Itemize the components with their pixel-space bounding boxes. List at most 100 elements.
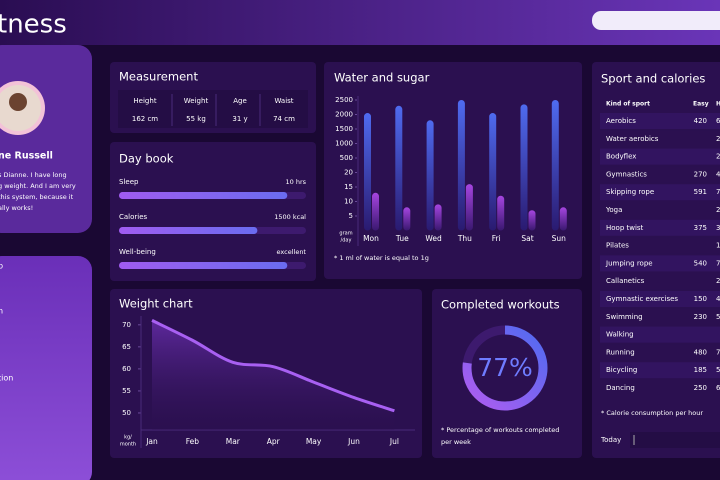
menu-item[interactable]: tion — [0, 374, 13, 383]
water-bar — [489, 113, 497, 231]
measure-value: 74 cm — [273, 115, 295, 123]
water-bar — [395, 105, 403, 231]
table-row[interactable] — [600, 344, 720, 361]
table-cell: 2 — [716, 153, 720, 161]
table-cell: Skipping rope — [606, 188, 654, 196]
x-tick-label: Mon — [363, 234, 379, 243]
measure-value: 55 kg — [186, 115, 206, 123]
menu-panel — [0, 256, 92, 480]
measure-header: Waist — [274, 97, 293, 105]
table-row[interactable] — [600, 291, 720, 307]
panel-title: Sport and calories — [601, 72, 705, 86]
sugar-bar — [465, 184, 473, 231]
y-tick-label: 1000 — [335, 140, 353, 148]
table-row[interactable] — [600, 113, 720, 129]
table-row[interactable] — [600, 273, 720, 290]
y-tick-label: 500 — [340, 154, 353, 162]
measurement-table — [118, 90, 308, 128]
profile-bio: s Dianne. I have long — [0, 171, 67, 179]
axis-label: /day — [341, 238, 352, 244]
item-value: 1500 kcal — [274, 213, 306, 221]
measure-header: Weight — [184, 97, 209, 105]
table-cell: 6 — [716, 117, 720, 125]
x-tick-label: Tue — [395, 234, 409, 243]
table-cell: 480 — [694, 348, 707, 356]
table-cell: 420 — [694, 117, 707, 125]
x-tick-label: Jun — [347, 437, 360, 446]
table-cell: 4 — [716, 295, 720, 303]
progress-bar — [119, 227, 258, 234]
menu-item[interactable]: n — [0, 307, 3, 316]
table-row[interactable] — [600, 166, 720, 183]
table-cell: 6 — [716, 384, 720, 392]
table-cell: Gymnastic exercises — [606, 295, 678, 303]
table-cell: Water aerobics — [606, 135, 659, 143]
table-row[interactable] — [600, 130, 720, 147]
table-row[interactable] — [600, 362, 720, 379]
table-row[interactable] — [600, 380, 720, 396]
x-tick-label: Wed — [425, 234, 442, 243]
panel-title: Water and sugar — [334, 71, 430, 85]
panel-title: Measurement — [119, 70, 198, 84]
axis-label: kg/ — [124, 435, 132, 441]
table-row[interactable] — [600, 148, 720, 165]
table-cell: 7 — [716, 188, 720, 196]
donut-label: 77% — [477, 353, 533, 382]
x-tick-label: Sat — [521, 234, 533, 243]
avatar-face — [9, 93, 27, 111]
table-row[interactable] — [600, 255, 720, 272]
table-cell: Swimming — [606, 313, 643, 321]
y-tick-label: 60 — [122, 365, 131, 373]
table-cell: Pilates — [606, 242, 629, 250]
x-tick-label: Jul — [389, 437, 399, 446]
note: * Calorie consumption per hour — [601, 409, 703, 417]
search-bar[interactable] — [592, 11, 720, 30]
table-cell: 1 — [716, 242, 720, 250]
y-tick-label: 5 — [349, 212, 353, 220]
table-row[interactable] — [600, 202, 720, 218]
table-cell: 270 — [694, 170, 707, 178]
table-row[interactable] — [600, 184, 720, 201]
y-tick-label: 55 — [122, 387, 131, 395]
y-tick-label: 2500 — [335, 96, 353, 104]
item-label: Sleep — [119, 178, 139, 186]
measure-value: 31 y — [232, 115, 247, 123]
table-row[interactable] — [600, 326, 720, 343]
table-row[interactable] — [600, 308, 720, 325]
weight-area — [152, 320, 395, 430]
table-cell: Bicycling — [606, 366, 637, 374]
column-header: H — [716, 101, 720, 108]
note: * Percentage of workouts completed — [441, 426, 559, 434]
y-tick-label: 20 — [344, 169, 353, 177]
table-row[interactable] — [600, 219, 720, 236]
table-cell: 250 — [694, 384, 707, 392]
weight-line — [151, 319, 395, 413]
water-panel — [324, 62, 582, 279]
measure-header: Height — [133, 97, 156, 105]
panel-title: Completed workouts — [441, 298, 560, 312]
sugar-bar — [497, 195, 505, 231]
water-bar — [520, 104, 528, 231]
table-cell: 185 — [694, 366, 707, 374]
measure-header: Age — [233, 97, 247, 105]
y-tick-label: 10 — [344, 198, 353, 206]
menu-item[interactable]: p — [0, 262, 3, 271]
note: * 1 ml of water is equal to 1g — [334, 254, 429, 262]
sugar-bar — [528, 210, 536, 231]
today-input[interactable] — [630, 432, 720, 448]
table-cell: Walking — [606, 331, 634, 339]
x-tick-label: Feb — [186, 437, 200, 446]
sugar-bar — [372, 192, 379, 231]
panel-title: Day book — [119, 152, 174, 166]
table-cell: 2 — [716, 135, 720, 143]
x-tick-label: Fri — [492, 234, 501, 243]
table-cell: Aerobics — [606, 117, 636, 125]
measure-value: 162 cm — [132, 115, 158, 123]
table-cell: Hoop twist — [606, 224, 644, 232]
day-book-panel — [110, 142, 316, 281]
table-row[interactable] — [600, 237, 720, 254]
x-tick-label: Thu — [457, 234, 472, 243]
table-cell: 540 — [694, 259, 707, 267]
